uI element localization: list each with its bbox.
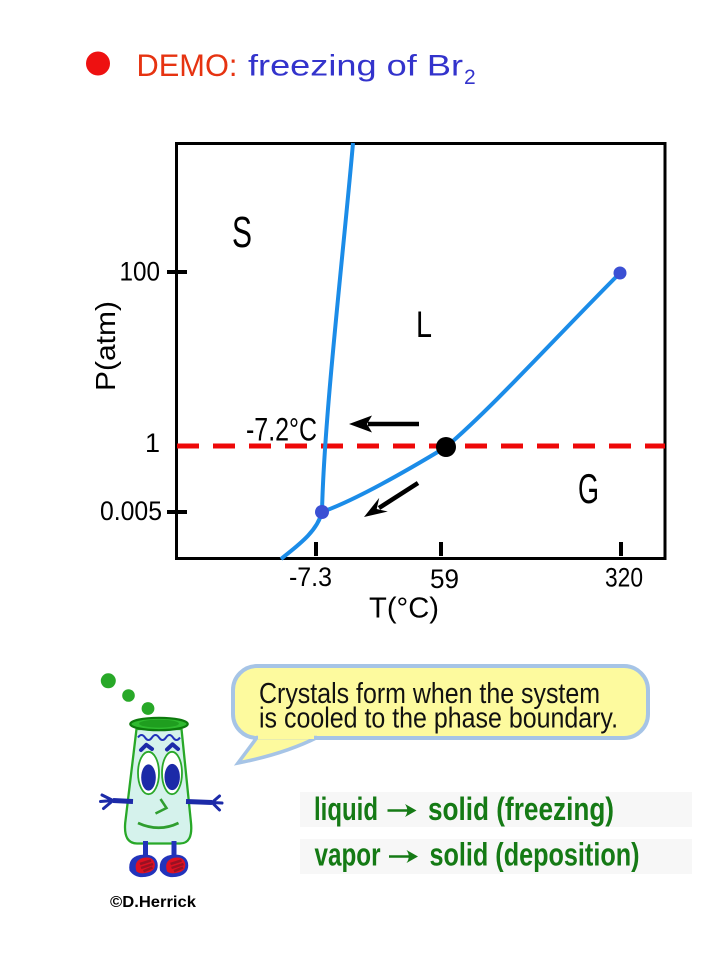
- svg-text:-7.3: -7.3: [289, 562, 332, 592]
- svg-text:liquid: liquid: [314, 791, 378, 827]
- svg-text:1: 1: [145, 428, 160, 458]
- svg-text:P(atm): P(atm): [90, 301, 121, 391]
- svg-text:©D.Herrick: ©D.Herrick: [110, 894, 196, 911]
- svg-text:59: 59: [430, 564, 459, 594]
- svg-text:2: 2: [464, 66, 476, 89]
- svg-text:-7.2°C: -7.2°C: [246, 412, 317, 448]
- svg-text:0.005: 0.005: [100, 496, 162, 526]
- svg-text:DEMO:: DEMO:: [137, 47, 238, 83]
- svg-text:L: L: [416, 304, 432, 345]
- svg-text:G: G: [578, 465, 599, 512]
- svg-text:freezing of Br: freezing of Br: [248, 50, 463, 83]
- svg-text:solid (deposition): solid (deposition): [430, 837, 640, 873]
- svg-text:S: S: [232, 208, 252, 257]
- svg-text:320: 320: [605, 563, 643, 593]
- svg-text:100: 100: [120, 257, 161, 287]
- svg-text:vapor: vapor: [315, 837, 381, 873]
- svg-text:Crystals form when the system: Crystals form when the system: [259, 678, 600, 710]
- svg-text:T(°C): T(°C): [369, 593, 439, 625]
- svg-text:is cooled to the phase boundar: is cooled to the phase boundary.: [259, 703, 618, 735]
- svg-text:solid (freezing): solid (freezing): [428, 791, 614, 827]
